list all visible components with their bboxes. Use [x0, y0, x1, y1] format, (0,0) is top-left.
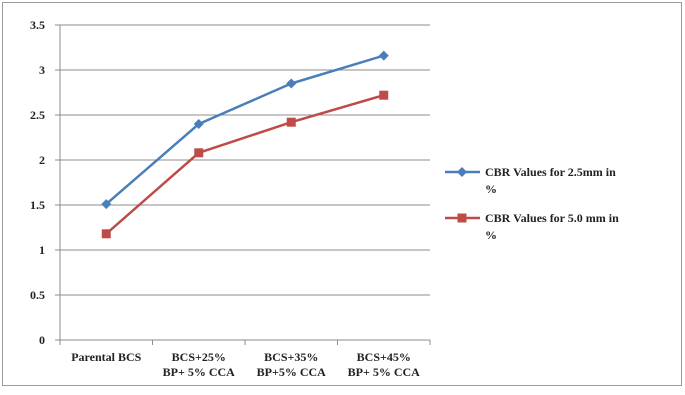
legend-label-line: CBR Values for 2.5mm in [485, 165, 616, 179]
x-tick-label: Parental BCS [71, 350, 141, 364]
y-tick-label: 1 [39, 243, 45, 257]
legend-label: CBR Values for 2.5mm in% [485, 165, 616, 196]
series-lines [105, 54, 385, 235]
chart-border [2, 2, 682, 386]
data-point [378, 50, 389, 61]
data-point [286, 78, 297, 89]
data-point [101, 199, 112, 210]
series-line-1 [105, 54, 385, 206]
data-point [193, 119, 204, 129]
data-point [379, 90, 389, 100]
legend-marker [457, 167, 467, 177]
x-tick-label: BCS+35% BP+5% CCA [257, 350, 327, 379]
axes [55, 24, 431, 345]
y-tick-label: 2 [39, 153, 45, 167]
data-point [194, 148, 204, 158]
x-tick-label-line: BCS+45% [357, 350, 411, 364]
legend: CBR Values for 2.5mm in %CBR Values for 5… [445, 165, 619, 242]
x-tick-label: BCS+25% BP+ 5% CCA [163, 350, 236, 379]
x-tick-label-line: BP+ 5% CCA [348, 365, 421, 379]
x-tick-label-line: BP+5% CCA [257, 365, 327, 379]
legend-label-line: % [485, 228, 497, 242]
y-tick-label: 0 [39, 333, 45, 347]
y-tick-label: 2.5 [30, 108, 45, 122]
x-tick-label: BCS+45% BP+ 5% CCA [348, 350, 421, 379]
legend-label-line: % [485, 182, 497, 196]
x-tick-label-line: BCS+35% [264, 350, 318, 364]
x-tick-label-line: BP+ 5% CCA [163, 365, 236, 379]
y-tick-label: 3 [39, 63, 45, 77]
data-point [286, 117, 296, 127]
data-point [101, 229, 111, 239]
series-line-2 [105, 94, 385, 235]
x-tick-label-line: Parental BCS [71, 350, 141, 364]
series-markers [101, 50, 389, 239]
x-tick-label-line: BCS+25% [172, 350, 226, 364]
legend-label-line: CBR Values for 5.0 mm in [485, 211, 619, 225]
y-tick-label: 3.5 [30, 18, 45, 32]
legend-marker [457, 213, 467, 223]
legend-label: CBR Values for 5.0 mm in% [485, 211, 619, 242]
y-tick-label: 1.5 [30, 198, 45, 212]
y-tick-label: 0.5 [30, 288, 45, 302]
gridlines [60, 24, 430, 296]
y-tick-labels: 0 0.5 1 1.5 2 2.5 3 3.5 [30, 18, 45, 347]
